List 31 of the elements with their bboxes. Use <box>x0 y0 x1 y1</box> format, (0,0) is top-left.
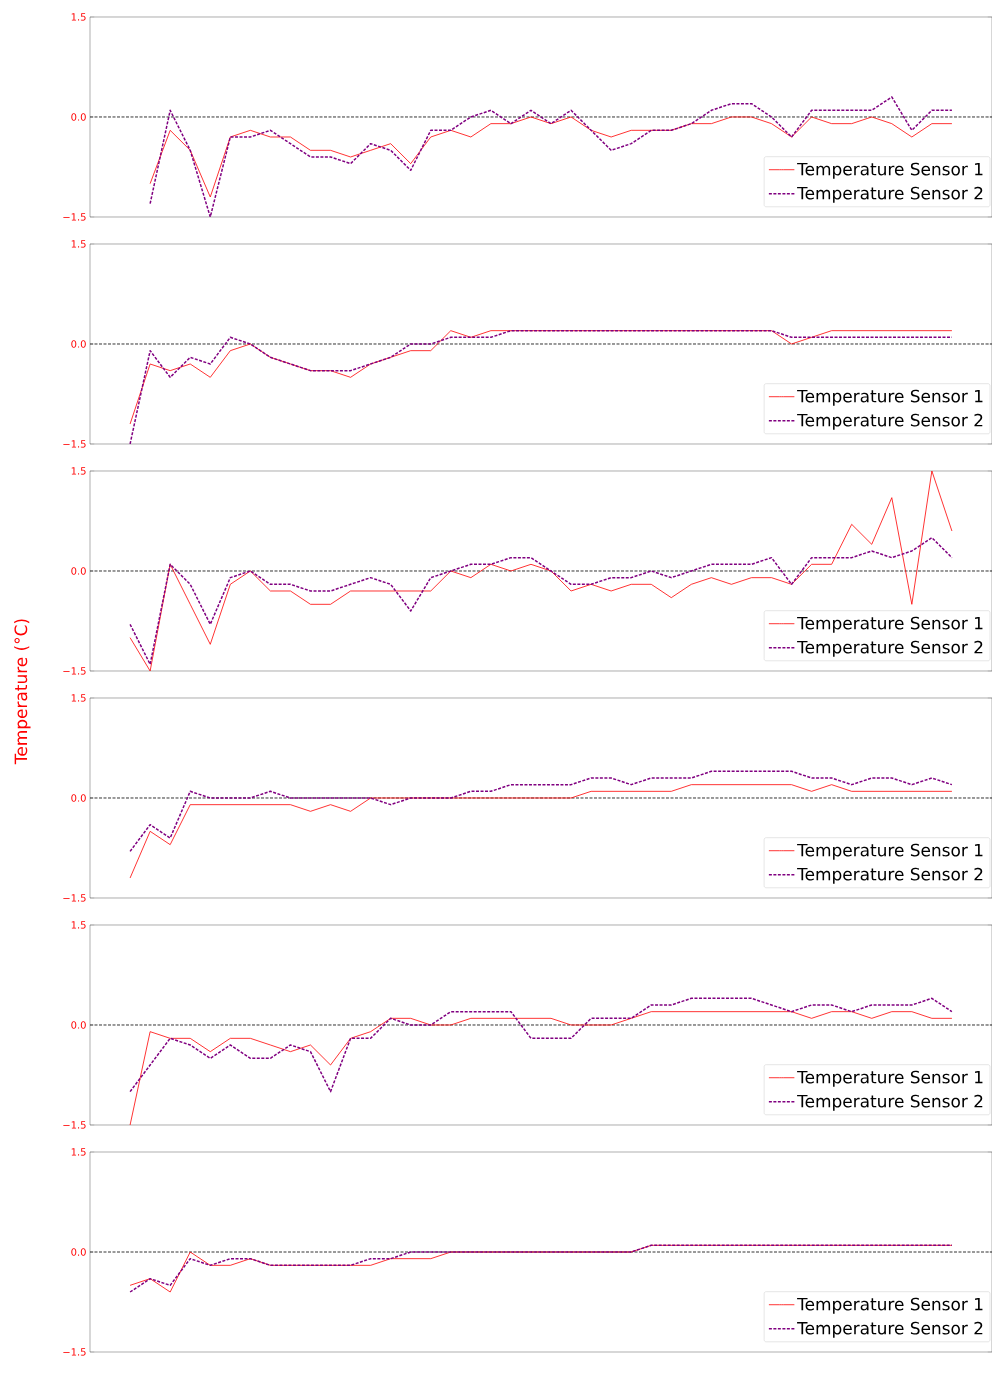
legend-label: Temperature Sensor 2 <box>797 867 983 884</box>
y-tick-label: −1.5 <box>63 1348 86 1356</box>
y-tick-label: 0.0 <box>71 1248 86 1256</box>
y-tick-label: 1.5 <box>71 1148 86 1156</box>
y-tick-label: −1.5 <box>63 440 86 448</box>
y-tick-label: 1.5 <box>71 467 86 475</box>
y-tick-label: 1.5 <box>71 240 86 248</box>
legend-label: Temperature Sensor 1 <box>797 616 983 633</box>
legend-label: Temperature Sensor 1 <box>797 1070 983 1087</box>
y-tick-label: 1.5 <box>71 13 86 21</box>
legend-label: Temperature Sensor 2 <box>797 1094 983 1111</box>
y-tick-label: −1.5 <box>63 894 86 902</box>
y-tick-label: 0.0 <box>71 794 86 802</box>
legend-label: Temperature Sensor 2 <box>797 1321 983 1338</box>
y-tick-label: 1.5 <box>71 921 86 929</box>
legend-label: Temperature Sensor 2 <box>797 413 983 430</box>
legend-label: Temperature Sensor 1 <box>797 162 983 179</box>
y-axis-title: Temperature (°C) <box>14 619 31 765</box>
y-tick-label: −1.5 <box>63 667 86 675</box>
y-tick-label: 1.5 <box>71 694 86 702</box>
legend-label: Temperature Sensor 2 <box>797 186 983 203</box>
y-tick-label: −1.5 <box>63 1121 86 1129</box>
y-tick-label: 0.0 <box>71 340 86 348</box>
legend-label: Temperature Sensor 1 <box>797 389 983 406</box>
y-tick-label: 0.0 <box>71 567 86 575</box>
y-tick-label: 0.0 <box>71 113 86 121</box>
legend-label: Temperature Sensor 2 <box>797 640 983 657</box>
y-tick-label: 0.0 <box>71 1021 86 1029</box>
y-tick-label: −1.5 <box>63 213 86 221</box>
legend-label: Temperature Sensor 1 <box>797 843 983 860</box>
legend-label: Temperature Sensor 1 <box>797 1297 983 1314</box>
